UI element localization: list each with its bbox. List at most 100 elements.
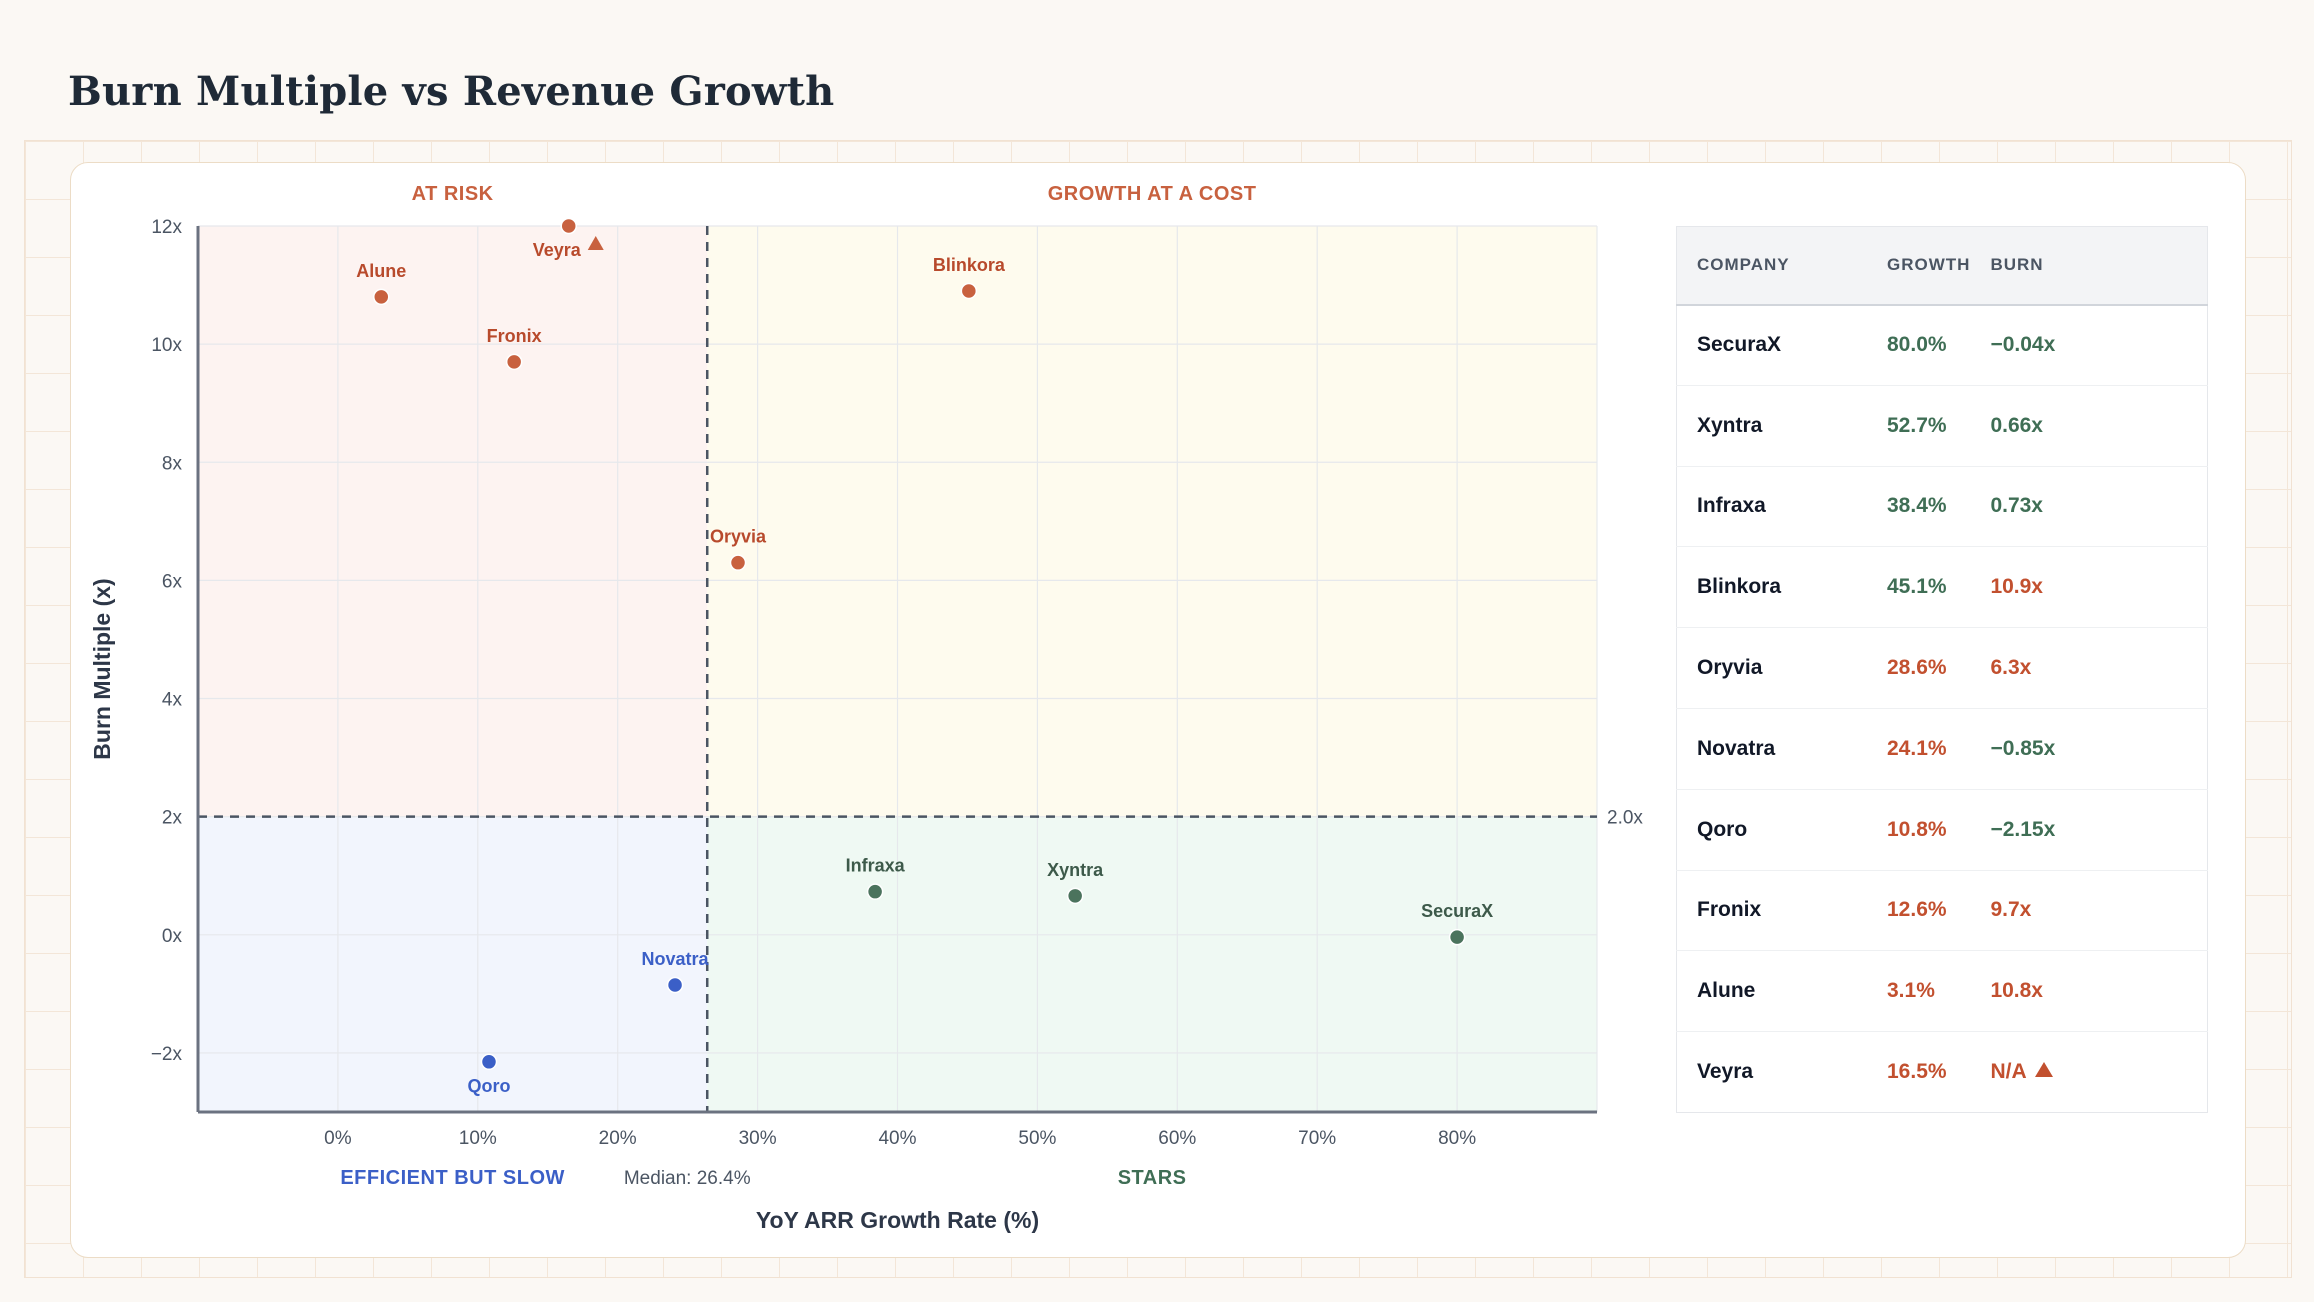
x-tick-label: 40% (878, 1128, 916, 1149)
x-axis-title: YoY ARR Growth Rate (%) (756, 1207, 1039, 1233)
burn-cell: 0.73x (1970, 466, 2207, 547)
x-tick-label: 0% (324, 1128, 352, 1149)
data-point (560, 217, 577, 235)
quadrant-stars (707, 816, 1597, 1112)
growth-cell: 38.4% (1887, 494, 1947, 518)
growth-cell: 28.6% (1887, 656, 1947, 680)
data-point (480, 1053, 498, 1071)
x-tick-label: 20% (599, 1128, 637, 1149)
table-row: Qoro 10.8% −2.15x (1676, 789, 2208, 871)
company-cell: SecuraX (1697, 333, 1782, 357)
point-label: Infraxa (846, 856, 906, 876)
burn-value: 10.8x (1990, 979, 2043, 1003)
burn-value: −2.15x (1990, 817, 2056, 841)
median-label: Median: 26.4% (624, 1168, 751, 1189)
point-label: Qoro (467, 1076, 510, 1096)
company-cell: Blinkora (1697, 575, 1782, 599)
company-cell: Xyntra (1697, 413, 1763, 437)
burn-value: 10.9x (1990, 575, 2043, 599)
growth-cell: 80.0% (1887, 333, 1947, 357)
y-tick-label: 10x (151, 335, 182, 356)
page-title: Burn Multiple vs Revenue Growth (68, 68, 835, 115)
y-tick-label: −2x (151, 1044, 183, 1065)
y-tick-label: 4x (162, 690, 183, 711)
burn-cell: −2.15x (1970, 789, 2207, 870)
table-header-row: COMPANY GROWTH BURN (1676, 226, 2208, 306)
y-tick-label: 6x (162, 571, 183, 592)
table-row: Infraxa 38.4% 0.73x (1676, 466, 2208, 547)
burn-cell: −0.85x (1970, 708, 2207, 789)
growth-cell: 10.8% (1887, 817, 1947, 841)
data-point (866, 883, 884, 900)
data-point (1066, 887, 1084, 905)
data-point (373, 288, 390, 306)
table-row: Blinkora 45.1% 10.9x (1676, 547, 2208, 628)
company-cell: Veyra (1697, 1060, 1754, 1084)
quadrant-growth-at-cost (707, 226, 1597, 817)
point-label: Veyra (533, 240, 582, 260)
reference-lines: 2.0x Median: 26.4% (198, 226, 1643, 1189)
table-row: SecuraX 80.0% −0.04x (1676, 305, 2208, 386)
burn-value: N/A (1990, 1060, 2027, 1084)
growth-cell: 24.1% (1887, 736, 1947, 760)
data-point (505, 353, 523, 371)
data-points: Alune Veyra Fronix Blinkora Oryvia Infraxa Xyn… (356, 217, 1493, 1096)
chart-labels: AT RISK GROWTH AT A COST EFFICIENT BUT SLO… (340, 183, 1256, 1189)
burn-value: −0.04x (1990, 333, 2056, 357)
company-cell: Fronix (1697, 898, 1762, 922)
company-cell: Novatra (1697, 736, 1776, 760)
quadrant-backgrounds (198, 226, 1597, 1112)
x-tick-label: 10% (459, 1128, 497, 1149)
x-tick-label: 30% (739, 1128, 777, 1149)
table-row: Fronix 12.6% 9.7x (1676, 870, 2208, 951)
point-label: Alune (356, 261, 406, 281)
company-cell: Alune (1697, 979, 1756, 1003)
warning-triangle-icon (587, 236, 604, 250)
data-point (960, 282, 978, 300)
burn-value: 0.66x (1990, 413, 2043, 437)
threshold-label: 2.0x (1607, 808, 1643, 829)
table-row: Xyntra 52.7% 0.66x (1676, 385, 2208, 467)
grid-lines (197, 225, 1598, 1112)
table-row: Novatra 24.1% −0.85x (1676, 708, 2208, 790)
x-tick-label: 80% (1438, 1128, 1476, 1149)
x-tick-label: 70% (1298, 1128, 1336, 1149)
point-label: Oryvia (710, 527, 767, 547)
point-label: Novatra (642, 949, 710, 969)
growth-cell: 3.1% (1887, 979, 1935, 1003)
burn-cell: 10.9x (1970, 547, 2207, 628)
quadrant-label-stars: STARS (1118, 1167, 1187, 1189)
growth-cell: 12.6% (1887, 898, 1947, 922)
quadrant-label-growth-at-cost: GROWTH AT A COST (1048, 183, 1257, 205)
header-company: COMPANY (1676, 226, 1867, 306)
header-burn: BURN (1970, 226, 2208, 306)
y-axis-title: Burn Multiple (x) (89, 578, 115, 759)
burn-value: 0.73x (1990, 494, 2043, 518)
table-row: Veyra 16.5% N/A (1677, 1032, 2208, 1113)
growth-cell: 16.5% (1887, 1060, 1947, 1084)
burn-value: −0.85x (1990, 736, 2056, 760)
burn-value: 6.3x (1990, 656, 2032, 680)
y-tick-label: 2x (162, 808, 183, 829)
growth-cell: 45.1% (1887, 575, 1947, 599)
data-point (729, 554, 747, 571)
data-point (1448, 928, 1466, 946)
point-label: Xyntra (1047, 860, 1104, 880)
y-tick-label: 12x (151, 217, 182, 238)
x-tick-label: 60% (1158, 1128, 1196, 1149)
burn-cell: 6.3x (1970, 628, 2207, 709)
quadrant-at-risk (198, 226, 708, 817)
quadrant-efficient-slow (198, 816, 708, 1112)
point-label: Blinkora (933, 255, 1006, 275)
burn-cell: N/A (1970, 1032, 2207, 1113)
company-cell: Qoro (1697, 817, 1748, 841)
burn-cell: 9.7x (1970, 870, 2207, 951)
table-row: Oryvia 28.6% 6.3x (1676, 628, 2208, 709)
company-cell: Infraxa (1697, 494, 1766, 518)
table-row: Alune 3.1% 10.8x (1676, 951, 2208, 1032)
axes: 0% 10% 20% 30% 40% 50% 60% 70% 80% −2x 0x 2x 4x 6x 8x 1… (89, 217, 1597, 1233)
company-table: COMPANY GROWTH BURN SecuraX 80.0% −0.04x Xy… (1676, 226, 2208, 1113)
x-tick-label: 50% (1018, 1128, 1056, 1149)
